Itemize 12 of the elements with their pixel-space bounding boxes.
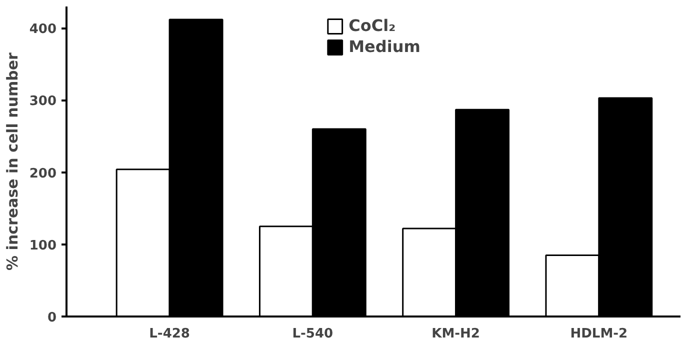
x-tick-label: HDLM-2	[570, 326, 628, 342]
x-tick-label: L-428	[149, 326, 190, 342]
y-tick-label: 400	[29, 22, 57, 38]
y-axis-title: % increase in cell number	[3, 52, 22, 270]
x-tick-label: L-540	[292, 326, 334, 342]
y-tick-label: 100	[29, 238, 57, 254]
y-tick-label: 0	[47, 310, 56, 326]
legend-label: Medium	[348, 37, 420, 56]
y-tick-label: 200	[29, 166, 57, 182]
y-tick-label: 300	[29, 94, 57, 110]
legend-label: CoCl₂	[348, 16, 396, 35]
x-tick-label: KM-H2	[432, 326, 480, 342]
